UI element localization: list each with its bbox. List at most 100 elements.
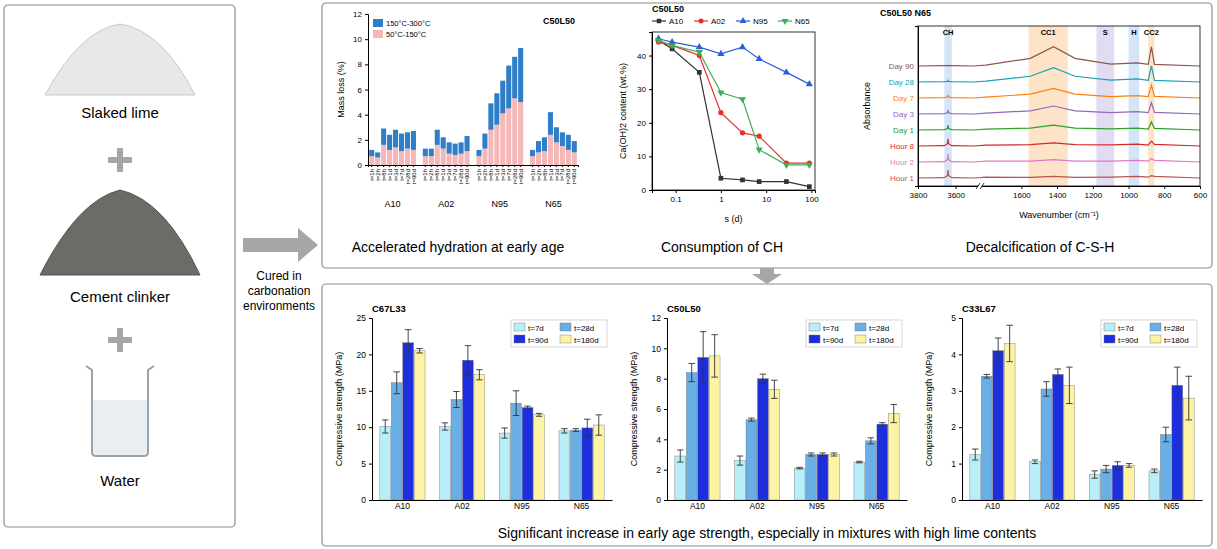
- tick-mark: [369, 464, 372, 465]
- error-bar-stem: [870, 438, 871, 444]
- bar: [993, 351, 1004, 500]
- error-bar-cap: [1043, 396, 1049, 397]
- tick-mark: [461, 165, 462, 167]
- axis-line: [919, 187, 1201, 190]
- tick: N95: [1104, 500, 1120, 511]
- layout: Slaked limeCement clinkerWaterCured inca…: [4, 3, 1212, 546]
- bar-segment: [405, 132, 410, 148]
- y-axis: 0510152025: [357, 313, 373, 505]
- error-bar-cap: [1103, 465, 1109, 466]
- legend-label: N95: [753, 17, 768, 26]
- bar-segment: [459, 142, 464, 153]
- bar-segment: [572, 152, 577, 165]
- axis-line: [369, 166, 579, 168]
- legend-swatch: [373, 30, 383, 38]
- error-bar-cap: [831, 456, 837, 457]
- error-bar-cap: [879, 425, 885, 426]
- bar-segment: [488, 103, 493, 129]
- label-line: carbonation: [248, 284, 311, 298]
- error-bar-cap: [995, 363, 1001, 364]
- tick-mark: [496, 165, 497, 167]
- error-bar-stem: [998, 338, 999, 363]
- tick-label: N95: [809, 501, 825, 511]
- legend-swatch: [1150, 335, 1161, 343]
- error-bar-cap: [748, 421, 754, 422]
- bar-segment: [459, 154, 464, 165]
- error-bar: [1186, 376, 1192, 420]
- tick-label: 5: [951, 313, 956, 323]
- tick: 6: [358, 86, 368, 95]
- legend-swatch: [514, 335, 525, 343]
- error-bar: [1091, 471, 1097, 478]
- bar: [769, 389, 780, 500]
- tick-label: 10: [762, 195, 771, 204]
- marker: [740, 178, 745, 183]
- error-bar-stem: [834, 453, 835, 456]
- tick-mark: [365, 64, 368, 65]
- error-bar-cap: [1032, 463, 1038, 464]
- bar: [451, 400, 462, 500]
- tick: 30: [637, 85, 652, 94]
- tick: 0: [361, 495, 372, 505]
- tick: A02: [1045, 500, 1060, 511]
- bar: [735, 461, 746, 500]
- bar-segment: [375, 152, 380, 157]
- tick: 5: [361, 459, 372, 469]
- tick-mark: [478, 165, 479, 167]
- series-line: [658, 40, 809, 186]
- bar-segment: [465, 151, 470, 165]
- bar-segment: [476, 156, 481, 165]
- bar: [522, 408, 533, 500]
- tick-label: 2: [358, 136, 363, 145]
- bar: [970, 455, 981, 501]
- tick-label: t=90d: [518, 169, 524, 184]
- legend-label: Day 28: [889, 78, 915, 87]
- tick-mark: [532, 165, 533, 167]
- error-bar: [1103, 465, 1109, 472]
- tick-label: 10: [353, 35, 362, 44]
- tick-mark: [664, 409, 667, 410]
- tick-mark: [664, 379, 667, 380]
- bar-segment: [393, 147, 398, 165]
- error-bar-cap: [1126, 467, 1132, 468]
- tick-label: 4: [951, 350, 956, 360]
- tick-mark: [918, 186, 919, 189]
- tick-label: N95: [514, 501, 530, 511]
- group-label: A10: [385, 199, 401, 209]
- chart-title: C50L50: [667, 303, 701, 314]
- error-bar-cap: [1163, 427, 1169, 428]
- tick-mark: [369, 427, 372, 428]
- tick-mark: [437, 165, 438, 167]
- bar: [888, 414, 899, 500]
- bar-segment: [405, 149, 410, 165]
- bar-segment: [429, 156, 434, 165]
- tick-mark: [1129, 186, 1130, 189]
- tick: 12: [652, 313, 667, 323]
- tick: 8: [358, 60, 368, 69]
- error-bar-cap: [868, 443, 874, 444]
- tick-label: 10: [357, 422, 367, 432]
- error-bar-cap: [476, 379, 482, 380]
- bar: [511, 403, 522, 500]
- error-bar: [596, 415, 602, 435]
- bar: [794, 468, 805, 500]
- tick-label: 2: [656, 465, 661, 475]
- error-bar-stem: [1129, 464, 1130, 468]
- tick-label: 6: [656, 404, 661, 414]
- tick-label: N95: [1104, 501, 1120, 511]
- tick: 100: [805, 190, 819, 204]
- marker: [669, 43, 676, 49]
- x-axis-title: Wavenumber (cm⁻¹): [1019, 210, 1099, 220]
- tick-label: 1600: [1013, 191, 1031, 200]
- error-bar: [501, 428, 507, 438]
- tick-label: N65: [574, 501, 590, 511]
- chart-title: C33L67: [962, 303, 996, 314]
- tick-label: 0: [358, 161, 363, 170]
- error-bar-stem: [1046, 382, 1047, 397]
- error-bar-stem: [408, 330, 409, 356]
- series-line: [918, 66, 1200, 82]
- error-bar-cap: [831, 452, 837, 453]
- tick: 2: [951, 422, 962, 432]
- error-bar-cap: [1151, 472, 1157, 473]
- y-axis-title: Mass loss (%): [336, 61, 346, 118]
